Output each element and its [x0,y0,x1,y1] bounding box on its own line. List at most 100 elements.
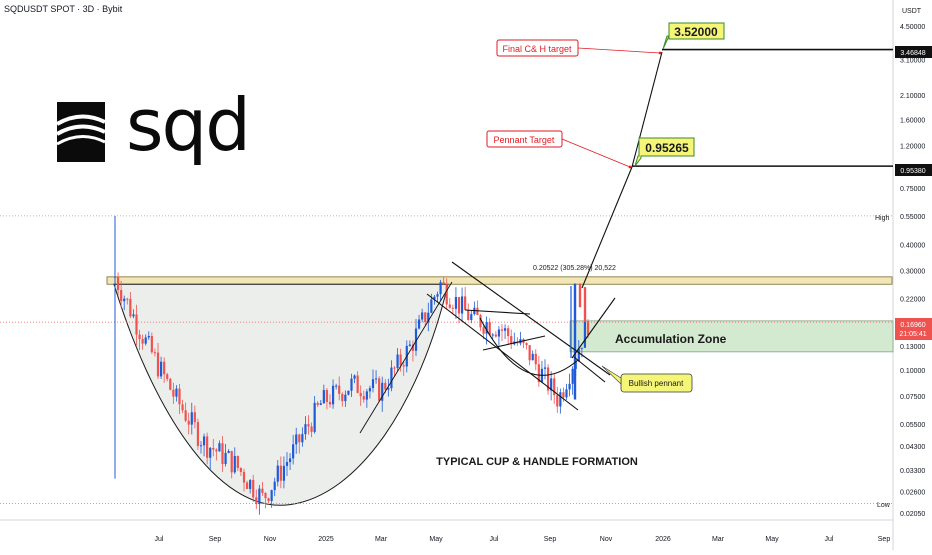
candle-body [261,488,264,493]
final-target-box[interactable]: 3.52000 [662,22,725,50]
candle-body [467,309,470,320]
candle-body [301,434,304,443]
candle-body [500,329,504,331]
candle-body [169,378,172,390]
final-level-marker: 3.46848 [895,46,932,58]
candle-body [242,471,246,483]
pattern-lines [359,51,663,434]
candle-body [485,322,488,334]
candle-body [503,328,507,331]
candle-body [460,296,464,314]
candle-body [454,297,458,309]
candle-body [249,479,252,489]
candle-body [159,361,163,377]
candle-body [322,389,325,404]
candle-body [236,456,239,468]
time-tick-label: 2026 [655,536,671,543]
candle-body [430,299,433,313]
candle-body [421,312,424,320]
candle-body [537,364,540,383]
time-tick-label: May [765,536,779,543]
candle-body [187,420,190,425]
candle-body [482,327,485,334]
candle-body [338,385,341,394]
candle-body [331,385,335,405]
candle-body [209,447,212,458]
price-tick-label: 0.04300 [900,444,925,451]
candle-body [356,375,359,393]
candle-body [371,379,375,389]
candle-body [408,344,411,346]
price-tick-label: 1.20000 [900,143,925,150]
candle-body [178,388,181,405]
channel-upper-line [451,261,611,376]
time-tick-label: Mar [712,536,725,543]
candle-body [464,296,467,310]
candle-body [344,394,347,402]
pennant-target-annotation[interactable]: Pennant Target [486,130,632,169]
candle-body [325,389,329,402]
candle-body [328,401,332,405]
pennant-level-value: 0.95380 [900,168,925,175]
candle-body [218,443,221,452]
final-level-value: 3.46848 [900,50,925,57]
resistance-zone [106,276,893,285]
current-price-marker: 0.16960 21:05:41 [895,318,932,340]
candle-body [206,436,209,458]
candle-body [116,277,120,291]
final-target-annotation[interactable]: Final C& H target [496,39,662,57]
logo-wordmark: sqd [126,83,251,167]
candle-body [163,361,166,375]
candle-body [402,365,405,367]
candle-body [319,403,322,405]
time-tick-label: Nov [264,536,277,543]
candle-body [559,392,562,407]
candle-body [233,456,236,473]
candle-body [292,444,295,459]
price-tick-label: 0.02050 [900,511,925,518]
candle-body [252,479,255,498]
time-tick-label: Jul [155,536,164,543]
candle-body [384,382,387,390]
logo-panel: sqd [46,83,251,180]
candle-body [341,393,344,402]
candle-body [583,321,587,348]
candle-body [411,344,415,351]
final-target-label: Final C& H target [502,44,572,54]
accumulation-zone [569,320,894,353]
time-axis[interactable]: Jul Sep Nov 2025 Mar May Jul Sep Nov 2026 Mar May Ju… [155,536,891,543]
cup-shading [113,283,449,506]
candle-body [577,348,580,361]
candle-body [353,375,356,379]
candle-body [507,328,510,337]
candle-body [583,287,587,322]
pennant-target-label: Pennant Target [494,135,555,145]
candle-body [571,368,574,384]
candle-body [562,392,565,398]
candle-body [196,422,200,446]
candle-body [190,412,193,425]
price-tick-label: 0.55000 [900,214,925,221]
price-tick-label: 0.22000 [900,297,925,304]
handle-curve [479,317,579,376]
price-axis[interactable]: 4.50000 3.10000 2.10000 1.60000 1.20000 0.750… [900,24,925,518]
candle-body [350,378,353,391]
price-tick-label: 0.07500 [900,394,925,401]
time-tick-label: Mar [375,536,388,543]
bullish-pennant-label: Bullish pennant [629,379,684,388]
candle-body [497,329,501,337]
candle-body [586,321,590,336]
bullish-pennant-callout[interactable]: Bullish pennant [601,365,693,393]
time-tick-label: May [429,536,443,543]
candle-body [138,334,141,340]
candle-body [510,336,513,345]
candle-body [424,312,427,322]
price-axis-panel[interactable] [893,0,932,550]
price-tick-label: 0.10000 [900,368,925,375]
candle-timer: 21:05:41 [899,331,926,338]
candle-body [264,492,267,499]
pennant-target-box[interactable]: 0.95265 [634,137,695,167]
handle-lower-line [482,335,546,351]
